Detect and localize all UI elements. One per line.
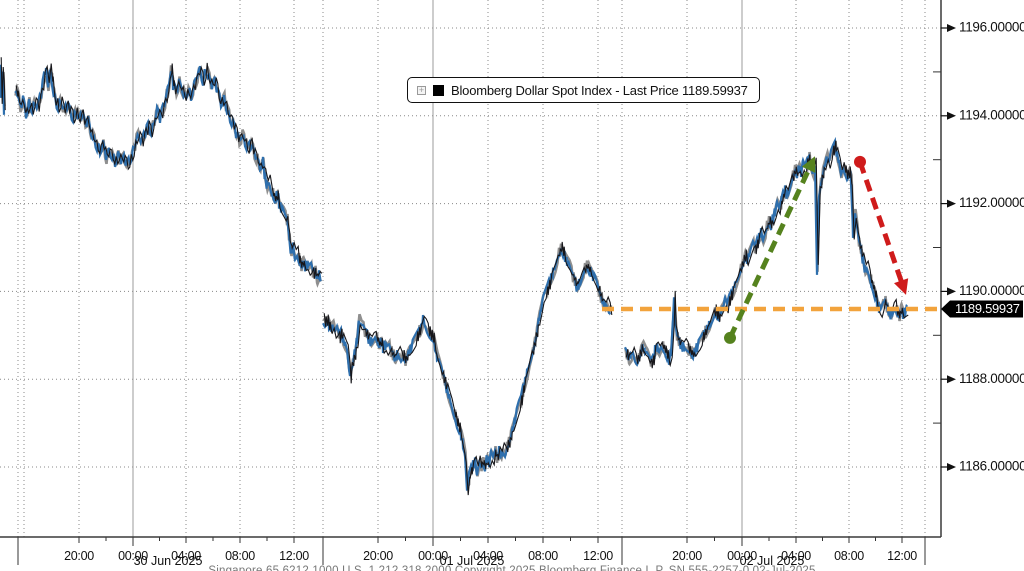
x-tick-label: 20:00 xyxy=(363,549,393,563)
red-down-arrow-annotation-tail-dot xyxy=(854,155,866,168)
date-label: 02 Jul 2025 xyxy=(740,554,805,568)
series-line-black-layer xyxy=(625,140,909,369)
x-tick-label: 08:00 xyxy=(225,549,255,563)
series-line-black-layer xyxy=(323,241,613,496)
y-tick-arrow-icon xyxy=(947,287,956,296)
x-tick-label: 04:00 xyxy=(171,549,201,563)
y-axis-label: 1192.00000 xyxy=(959,195,1024,210)
y-axis-label: 1194.00000 xyxy=(959,107,1024,122)
y-tick-arrow-icon xyxy=(947,199,956,208)
y-tick-arrow-icon xyxy=(947,111,956,120)
series-line-black-layer xyxy=(15,62,323,279)
y-tick-arrow-icon xyxy=(947,375,956,384)
red-down-arrow-annotation xyxy=(857,161,905,285)
y-axis-label: 1186.00000 xyxy=(959,459,1024,474)
series-line-gray-layer xyxy=(624,140,908,367)
series-line-black-layer xyxy=(0,57,6,111)
y-tick-arrow-icon xyxy=(947,463,956,471)
x-tick-label: 20:00 xyxy=(672,549,702,563)
x-tick-label: 04:00 xyxy=(473,549,503,563)
red-down-arrow-annotation-head xyxy=(894,278,909,295)
y-axis-label: 1190.00000 xyxy=(959,283,1024,298)
x-tick-label: 00:00 xyxy=(727,549,757,563)
legend-box[interactable]: + Bloomberg Dollar Spot Index - Last Pri… xyxy=(407,77,760,103)
x-tick-label: 00:00 xyxy=(118,549,148,563)
last-price-tag-label: 1189.59937 xyxy=(955,301,1020,316)
y-axis-label: 1188.00000 xyxy=(959,371,1024,386)
date-label: 01 Jul 2025 xyxy=(440,554,505,568)
footer-cropped-text: Singapore 65 6212 1000 U.S. 1 212 318 20… xyxy=(208,565,816,571)
series-line-gray-layer xyxy=(322,243,613,492)
x-tick-label: 20:00 xyxy=(64,549,94,563)
green-up-arrow-annotation-head xyxy=(801,156,816,173)
date-label: 30 Jun 2025 xyxy=(134,554,203,568)
green-up-arrow-annotation xyxy=(727,165,813,339)
legend-expand-icon[interactable]: + xyxy=(417,84,426,95)
series-swatch-icon xyxy=(433,84,444,96)
last-price-tag xyxy=(941,300,1023,318)
green-up-arrow-annotation-tail-dot xyxy=(724,331,736,344)
x-tick-label: 08:00 xyxy=(528,549,558,563)
x-tick-label: 12:00 xyxy=(279,549,309,563)
legend-label: Bloomberg Dollar Spot Index - Last Price… xyxy=(451,82,748,98)
x-tick-label: 08:00 xyxy=(834,549,864,563)
series-line-blue-layer xyxy=(624,136,908,367)
x-tick-label: 00:00 xyxy=(418,549,448,563)
y-tick-arrow-icon xyxy=(947,24,956,32)
x-tick-label: 04:00 xyxy=(781,549,811,563)
series-line-blue-layer xyxy=(322,247,612,491)
y-axis-label: 1196.00000 xyxy=(959,20,1024,35)
x-tick-label: 12:00 xyxy=(583,549,613,563)
x-tick-label: 12:00 xyxy=(887,549,917,563)
